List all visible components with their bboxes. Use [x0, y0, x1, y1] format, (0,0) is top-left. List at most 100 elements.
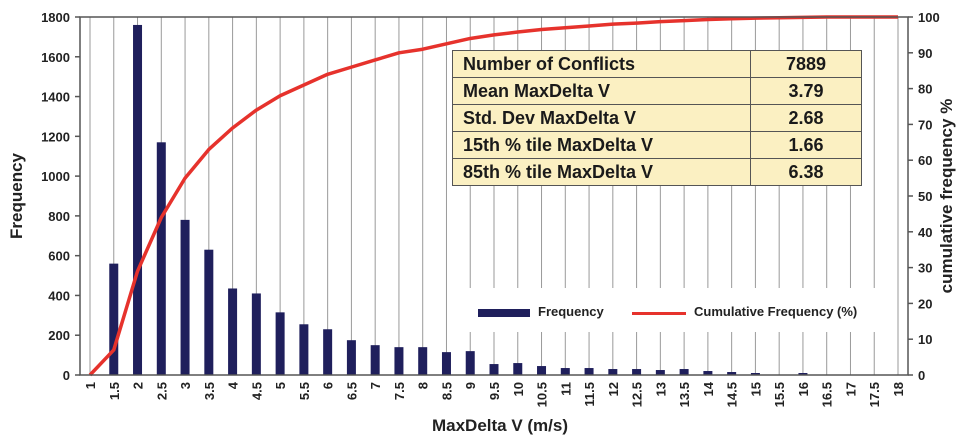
y-tick-label: 1200 [41, 129, 70, 144]
bar [798, 373, 808, 375]
y-tick-label: 1800 [41, 10, 70, 25]
y-tick-label: 1000 [41, 169, 70, 184]
y2-tick-label: 40 [918, 225, 932, 240]
bar [703, 371, 713, 375]
x-tick-label: 13.5 [677, 382, 692, 407]
x-tick-label: 6.5 [344, 382, 359, 400]
y-tick-label: 1400 [41, 90, 70, 105]
legend-cumulative-label: Cumulative Frequency (%) [694, 304, 858, 319]
y2-axis-title: cumulative frequency % [937, 99, 956, 294]
cumulative-frequency-line [88, 15, 898, 377]
x-tick-label: 4 [226, 381, 241, 389]
x-tick-label: 2.5 [154, 382, 169, 400]
bar [109, 263, 119, 375]
x-tick-label: 1.5 [107, 382, 122, 400]
y-left-ticks: 0 200 400 600 800 1000 1200 1400 1600 1800 [41, 10, 80, 383]
x-tick-label: 17 [843, 382, 858, 396]
x-tick-label: 3 [178, 382, 193, 389]
bars [109, 24, 808, 375]
x-axis-title: MaxDelta V (m/s) [432, 416, 568, 435]
legend-cumulative-swatch [632, 312, 686, 315]
y-tick-label: 400 [48, 288, 70, 303]
x-tick-label: 11.5 [582, 382, 597, 407]
x-tick-label: 16.5 [820, 382, 835, 407]
bar [275, 312, 285, 375]
x-tick-label: 15 [748, 382, 763, 396]
statistics-table: Number of Conflicts 7889 Mean MaxDelta V 3.… [452, 50, 862, 186]
bar [632, 369, 642, 375]
bar [655, 370, 665, 375]
x-tick-label: 12 [606, 382, 621, 396]
bar [750, 373, 760, 375]
y2-tick-label: 10 [918, 332, 932, 347]
stats-label: Mean MaxDelta V [452, 77, 751, 105]
stats-label: Std. Dev MaxDelta V [452, 104, 751, 132]
y-right-ticks: 0 10 20 30 40 50 60 70 80 90 100 [908, 10, 940, 383]
x-tick-label: 9 [463, 382, 478, 389]
bar [204, 249, 214, 375]
stats-value: 7889 [750, 50, 862, 78]
x-tick-label: 3.5 [202, 382, 217, 400]
bar [441, 352, 451, 375]
y2-tick-label: 0 [918, 368, 925, 383]
stats-label: 15th % tile MaxDelta V [452, 131, 751, 159]
stats-value: 2.68 [750, 104, 862, 132]
y2-tick-label: 80 [918, 82, 932, 97]
y2-tick-label: 20 [918, 296, 932, 311]
stats-value: 6.38 [750, 158, 862, 186]
bar [180, 219, 190, 375]
x-tick-label: 18 [891, 382, 906, 396]
stats-value: 1.66 [750, 131, 862, 159]
stats-label: Number of Conflicts [452, 50, 751, 78]
x-tick-label: 7 [368, 382, 383, 389]
x-tick-label: 10.5 [535, 382, 550, 407]
x-tick-label: 8.5 [439, 382, 454, 400]
bar [608, 369, 618, 375]
bar [133, 24, 143, 375]
x-ticks: 1 1.5 2 2.5 3 3.5 4 4.5 5 5.5 6 6.5 7 7.5 8 8.5 9 9.5 10 10… [83, 381, 906, 407]
x-tick-label: 4.5 [249, 382, 264, 400]
bar [489, 364, 499, 375]
y-axis-title: Frequency [7, 152, 26, 239]
x-tick-label: 5 [273, 382, 288, 389]
bar [584, 368, 594, 375]
legend-frequency-swatch [478, 309, 530, 317]
y2-tick-label: 60 [918, 153, 932, 168]
y2-tick-label: 70 [918, 117, 932, 132]
x-tick-label: 12.5 [630, 382, 645, 407]
y-tick-label: 600 [48, 249, 70, 264]
x-tick-label: 14.5 [725, 382, 740, 407]
x-tick-label: 11 [558, 382, 573, 396]
bar [679, 369, 689, 375]
x-tick-label: 16 [796, 382, 811, 396]
x-tick-label: 9.5 [487, 382, 502, 400]
bar [323, 329, 333, 375]
stats-label: 85th % tile MaxDelta V [452, 158, 751, 186]
y-tick-label: 0 [63, 368, 70, 383]
bar [299, 324, 309, 375]
x-tick-label: 14 [701, 381, 716, 396]
x-tick-label: 17.5 [867, 382, 882, 407]
legend-frequency-label: Frequency [538, 304, 604, 319]
x-tick-label: 8 [416, 382, 431, 389]
x-tick-label: 15.5 [772, 382, 787, 407]
bar [465, 351, 475, 375]
x-tick-label: 10 [511, 382, 526, 396]
y-tick-label: 1600 [41, 50, 70, 65]
x-tick-label: 7.5 [392, 382, 407, 400]
y2-tick-label: 30 [918, 261, 932, 276]
stats-row: 85th % tile MaxDelta V 6.38 [452, 158, 862, 186]
x-tick-label: 6 [321, 382, 336, 389]
bar [156, 142, 166, 375]
y-tick-label: 800 [48, 209, 70, 224]
legend: Frequency Cumulative Frequency (%) [460, 288, 890, 332]
y2-tick-label: 50 [918, 189, 932, 204]
y-tick-label: 200 [48, 328, 70, 343]
bar [560, 368, 570, 375]
stats-row: Mean MaxDelta V 3.79 [452, 77, 862, 105]
x-tick-label: 1 [83, 382, 98, 389]
y2-tick-label: 100 [918, 10, 940, 25]
x-tick-label: 2 [131, 382, 146, 389]
stats-value: 3.79 [750, 77, 862, 105]
y2-tick-label: 90 [918, 46, 932, 61]
